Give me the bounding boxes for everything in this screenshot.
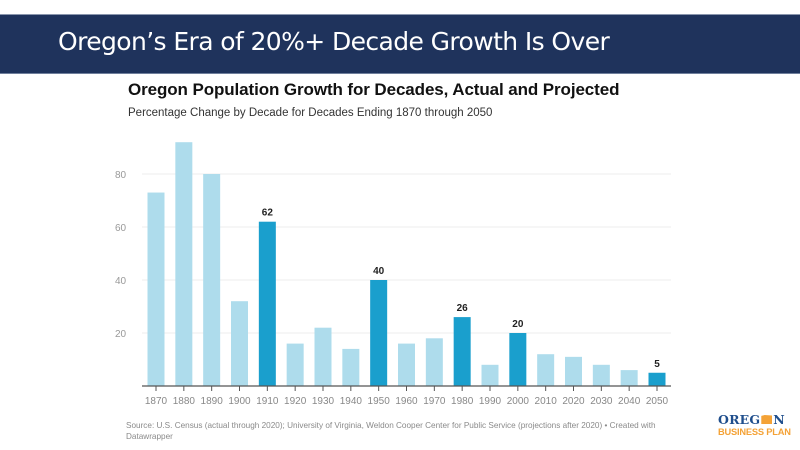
bar-2030 — [592, 364, 610, 386]
logo-text-left: OREG — [718, 412, 761, 427]
data-label-2000: 20 — [512, 319, 524, 330]
bar-1980 — [453, 317, 471, 386]
data-labels: 62 40 26 20 5 — [262, 208, 660, 370]
bars — [147, 142, 666, 386]
x-tick-label-2010: 2010 — [535, 396, 558, 407]
bar-1920 — [286, 343, 304, 386]
data-label-2050: 5 — [654, 359, 660, 370]
bar-2050 — [648, 372, 666, 386]
x-tick-label-1910: 1910 — [256, 396, 279, 407]
bar-1880 — [175, 142, 193, 386]
y-tick-label: 20 — [115, 329, 127, 340]
bar-1910 — [258, 221, 276, 386]
gridlines — [142, 173, 671, 334]
bar-2040 — [620, 370, 638, 386]
x-tick-label-1880: 1880 — [173, 396, 196, 407]
chart-subtitle: Percentage Change by Decade for Decades … — [128, 107, 493, 119]
bar-1870 — [147, 192, 165, 386]
y-tick-label: 80 — [115, 170, 127, 181]
bar-1900 — [231, 301, 248, 386]
bar-2020 — [565, 356, 582, 386]
x-tick-label-1890: 1890 — [201, 396, 224, 407]
bar-2000 — [509, 333, 527, 386]
y-tick-label: 40 — [115, 276, 127, 287]
x-tick-label-2020: 2020 — [562, 396, 585, 407]
x-tick-label-2050: 2050 — [646, 396, 669, 407]
data-label-1980: 26 — [457, 303, 469, 314]
bar-1950 — [370, 280, 388, 386]
x-tick-label-1900: 1900 — [228, 396, 251, 407]
x-tick-label-1940: 1940 — [340, 396, 363, 407]
oregon-business-plan-logo: OREG N BUSINESS PLAN — [718, 412, 791, 442]
x-tick-label-1930: 1930 — [312, 396, 335, 407]
x-tick-label-1990: 1990 — [479, 396, 502, 407]
logo-wordmark: OREG N — [718, 412, 785, 427]
chart-title: Oregon Population Growth for Decades, Ac… — [128, 80, 620, 99]
bar-1990 — [481, 364, 499, 386]
x-tick-label-2030: 2030 — [590, 396, 613, 407]
bar-1970 — [425, 338, 443, 386]
x-tick-label-1980: 1980 — [451, 396, 474, 407]
slide-title: Oregon’s Era of 20%+ Decade Growth Is Ov… — [58, 27, 610, 56]
bar-1890 — [203, 174, 221, 386]
bar-2010 — [537, 354, 555, 386]
bar-1960 — [398, 343, 415, 386]
title-banner: Oregon’s Era of 20%+ Decade Growth Is Ov… — [0, 14, 800, 74]
x-tick-label-1950: 1950 — [368, 396, 391, 407]
x-tick-label-1870: 1870 — [145, 396, 168, 407]
data-label-1950: 40 — [373, 266, 385, 277]
bar-1930 — [314, 327, 332, 386]
logo-text-right: N — [773, 412, 785, 427]
x-tick-label-2040: 2040 — [618, 396, 641, 407]
x-tick-label-1920: 1920 — [284, 396, 307, 407]
x-tick-label-1970: 1970 — [423, 396, 446, 407]
x-axis: 1870 1880 1890 1900 1910 1920 1930 1940 1950 1960… — [142, 385, 671, 407]
x-tick-label-1960: 1960 — [395, 396, 418, 407]
bar-1940 — [342, 348, 360, 386]
source-note: Source: U.S. Census (actual through 2020… — [126, 421, 656, 441]
data-label-1910: 62 — [262, 208, 274, 219]
logo-subtitle: BUSINESS PLAN — [718, 427, 791, 437]
y-tick-label: 60 — [115, 223, 127, 234]
oregon-state-icon — [761, 415, 773, 424]
x-tick-label-2000: 2000 — [507, 396, 530, 407]
y-axis-labels: 20 40 60 80 — [115, 170, 127, 340]
